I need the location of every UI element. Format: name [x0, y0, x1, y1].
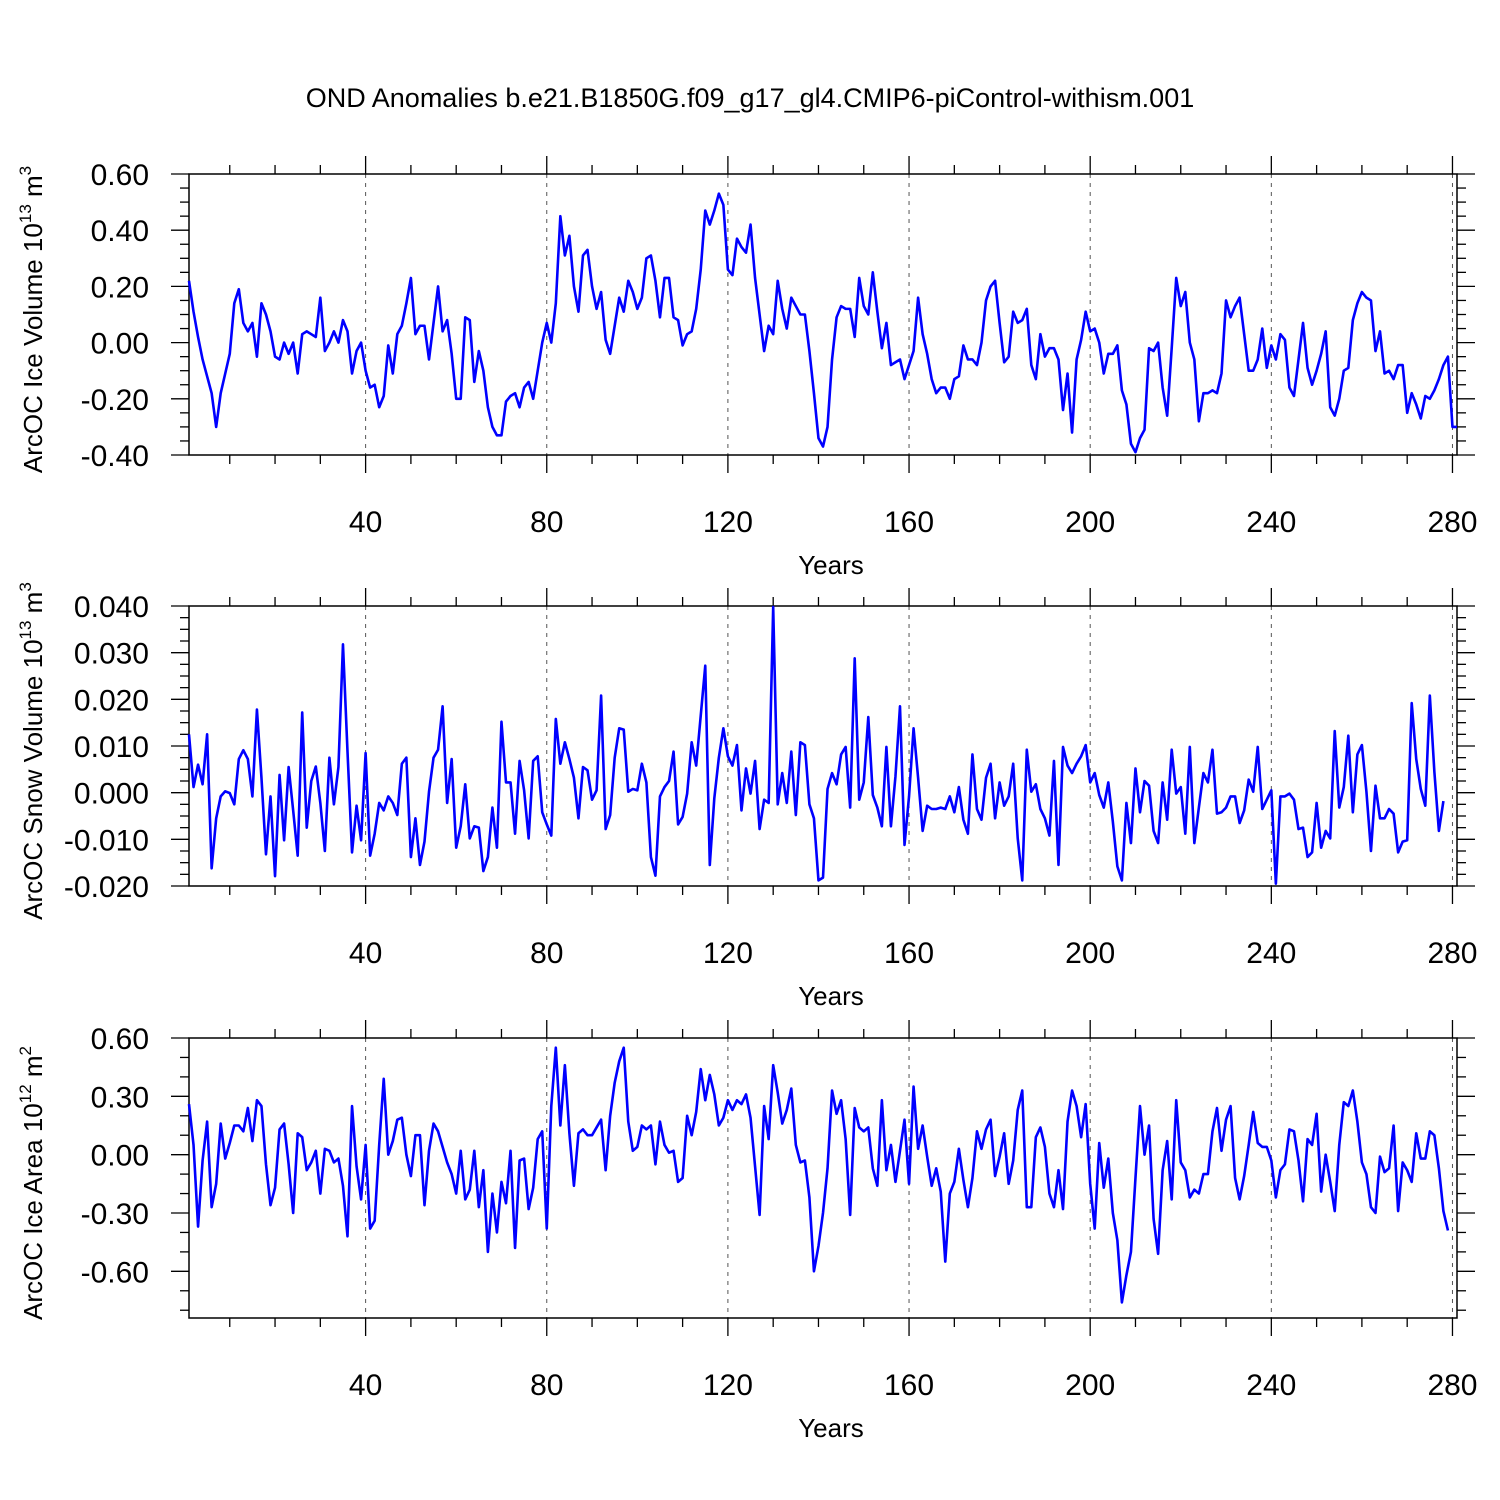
- x-tick-label: 160: [884, 1369, 934, 1402]
- x-tick-label: 80: [530, 506, 563, 539]
- y-axis-label-exponent: 13: [16, 204, 35, 223]
- x-tick-label: 280: [1427, 937, 1477, 970]
- y-axis-label-exponent: 13: [16, 621, 35, 640]
- panel-2: 40 80 120 160 200 240 280 -0.020 -0.010 0.000 0.01…: [16, 582, 1478, 1011]
- y-axis-label-text: ArcOC Snow Volume 10: [18, 639, 48, 919]
- x-tick-label: 40: [349, 1369, 382, 1402]
- x-tick-label: 40: [349, 506, 382, 539]
- y-axis-label: ArcOC Snow Volume 1013 m3: [16, 582, 48, 920]
- plot-frame: [188, 173, 1458, 456]
- x-tick-label: 120: [703, 1369, 753, 1402]
- y-axis-label-unit-exponent: 2: [16, 1046, 35, 1055]
- y-tick-label: 0.020: [74, 684, 149, 717]
- y-axis-label-unit: m: [18, 592, 48, 621]
- x-tick-label: 240: [1246, 506, 1296, 539]
- y-tick-label: 0.60: [91, 159, 149, 192]
- y-axis-label-text: ArcOC Ice Area 10: [18, 1103, 48, 1320]
- x-tick-label: 240: [1246, 937, 1296, 970]
- y-tick-label: 0.40: [91, 215, 149, 248]
- x-tick-label: 40: [349, 937, 382, 970]
- y-tick-label: 0.60: [91, 1023, 149, 1056]
- y-tick-label: -0.20: [81, 384, 149, 417]
- y-axis-label-unit-exponent: 3: [16, 582, 35, 591]
- x-tick-label: 200: [1065, 1369, 1115, 1402]
- x-tick-label: 240: [1246, 1369, 1296, 1402]
- y-axis-label-unit: m: [18, 1055, 48, 1084]
- x-tick-label: 120: [703, 506, 753, 539]
- x-tick-label: 160: [884, 937, 934, 970]
- series-line-1: [187, 192, 1457, 454]
- y-tick-label: 0.010: [74, 731, 149, 764]
- x-tick-label: 280: [1427, 506, 1477, 539]
- y-axis-label-unit: m: [18, 175, 48, 204]
- x-tick-label: 80: [530, 1369, 563, 1402]
- y-tick-label: -0.60: [81, 1256, 149, 1289]
- y-tick-label: -0.30: [81, 1198, 149, 1231]
- y-tick-label: -0.020: [64, 871, 149, 904]
- x-tick-label: 120: [703, 937, 753, 970]
- y-tick-label: 0.20: [91, 271, 149, 304]
- x-axis-label: Years: [798, 1413, 864, 1443]
- x-tick-label: 200: [1065, 937, 1115, 970]
- panel-3: 40 80 120 160 200 240 280 -0.60 -0.30 0.00 0.30 0.6…: [16, 1020, 1478, 1443]
- y-tick-label: -0.010: [64, 824, 149, 857]
- x-axis-label: Years: [798, 550, 864, 580]
- y-tick-label: 0.00: [91, 1140, 149, 1173]
- y-tick-label: 0.000: [74, 778, 149, 811]
- y-tick-label: 0.00: [91, 328, 149, 361]
- y-axis-label-exponent: 12: [16, 1084, 35, 1103]
- plot-frame: [188, 1037, 1458, 1319]
- x-tick-label: 280: [1427, 1369, 1477, 1402]
- y-tick-label: 0.30: [91, 1081, 149, 1114]
- x-axis-label: Years: [798, 981, 864, 1011]
- panel-1: 40 80 120 160 200 240 280 -0.40 -0.20 0.00 0.20 0.4…: [16, 156, 1478, 580]
- y-tick-label: 0.030: [74, 638, 149, 671]
- y-axis-label-unit-exponent: 3: [16, 166, 35, 175]
- y-tick-label: -0.40: [81, 440, 149, 473]
- plots: 40 80 120 160 200 240 280-0.40-0.200.000.200.4…: [16, 156, 1478, 1443]
- y-tick-label: 0.040: [74, 591, 149, 624]
- y-axis-label: ArcOC Ice Volume 1013 m3: [16, 166, 48, 473]
- x-tick-label: 160: [884, 506, 934, 539]
- series-line-2: [187, 605, 1445, 885]
- x-tick-label: 80: [530, 937, 563, 970]
- x-tick-label: 200: [1065, 506, 1115, 539]
- plot-frame: [188, 605, 1458, 887]
- series-line-3: [187, 1046, 1450, 1304]
- figure-title: OND Anomalies b.e21.B1850G.f09_g17_gl4.C…: [306, 83, 1194, 113]
- y-axis-label: ArcOC Ice Area 1012 m2: [16, 1046, 48, 1320]
- y-axis-label-text: ArcOC Ice Volume 10: [18, 223, 48, 473]
